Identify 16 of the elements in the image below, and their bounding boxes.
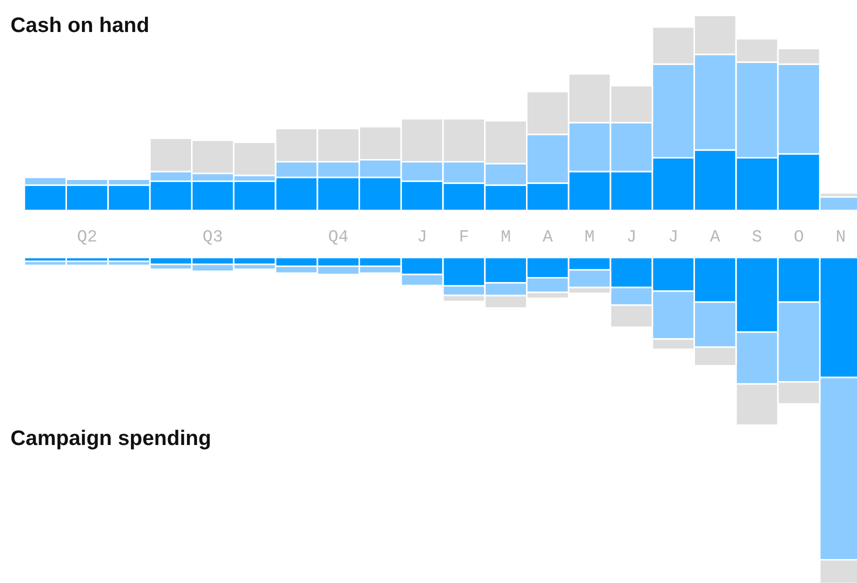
x-tick-label: M [584,228,595,248]
x-tick-label: J [668,228,678,248]
x-tick-label: Q4 [328,228,349,248]
x-tick-label: A [710,228,722,248]
x-tick-label: O [794,228,804,248]
x-tick-label: M [500,228,511,248]
x-tick-label: N [836,228,846,248]
x-tick-label: F [458,228,470,248]
chart-title: Cash on hand [10,14,150,37]
x-tick-label: Q2 [76,228,98,248]
x-tick-label: A [542,228,554,248]
x-tick-label: S [752,228,762,248]
x-tick-label: J [416,228,428,248]
x-tick-label: Q3 [202,228,223,248]
text: Campaign spending [10,427,212,450]
x-tick-label: J [626,228,637,248]
